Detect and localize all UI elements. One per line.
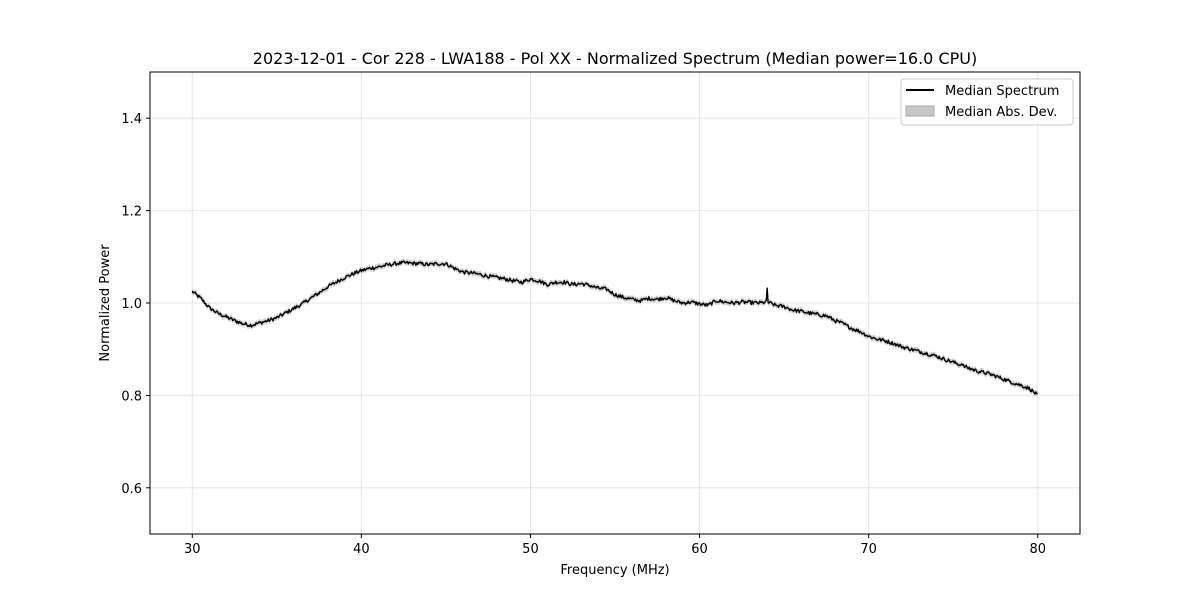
y-axis-title: Normalized Power xyxy=(98,244,113,362)
x-tick-label: 30 xyxy=(184,542,201,557)
y-axis-ticks: 0.6 0.8 1.0 1.2 1.4 xyxy=(121,112,150,497)
legend: Median Spectrum Median Abs. Dev. xyxy=(900,78,1074,126)
x-axis-ticks: 30 40 50 60 70 80 xyxy=(184,534,1046,557)
x-axis-title: Frequency (MHz) xyxy=(560,563,669,578)
x-tick-label: 60 xyxy=(691,542,708,557)
y-tick-label: 1.0 xyxy=(121,297,142,312)
y-tick-label: 0.8 xyxy=(121,389,142,404)
legend-label-median-spectrum: Median Spectrum xyxy=(945,84,1059,99)
x-tick-label: 50 xyxy=(522,542,539,557)
legend-label-mad: Median Abs. Dev. xyxy=(945,105,1057,120)
y-tick-label: 0.6 xyxy=(121,482,142,497)
median-spectrum-line xyxy=(191,260,1038,395)
y-tick-label: 1.2 xyxy=(121,205,142,220)
legend-box xyxy=(900,78,1074,126)
x-tick-label: 80 xyxy=(1029,542,1046,557)
legend-band-swatch xyxy=(905,105,935,117)
chart-title: 2023-12-01 - Cor 228 - LWA188 - Pol XX -… xyxy=(253,49,977,68)
x-tick-label: 70 xyxy=(860,542,877,557)
median-spectrum-path xyxy=(191,260,1038,395)
y-tick-label: 1.4 xyxy=(121,112,142,127)
x-tick-label: 40 xyxy=(353,542,370,557)
